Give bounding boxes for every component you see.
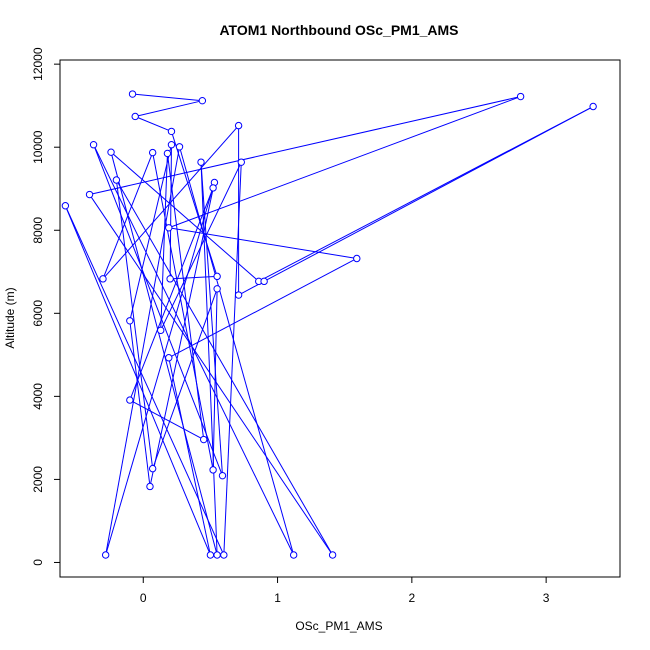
x-tick-label: 3 — [543, 591, 550, 605]
data-point — [165, 354, 173, 362]
data-point — [61, 202, 70, 210]
x-axis-label: OSc_PM1_AMS — [295, 619, 382, 633]
y-tick-label: 12000 — [31, 47, 45, 81]
data-point — [126, 317, 134, 325]
data-point — [101, 551, 110, 559]
data-point — [213, 272, 221, 281]
data-point — [157, 326, 165, 335]
series-segment — [129, 399, 204, 440]
data-point — [289, 551, 298, 559]
series-segment — [179, 146, 295, 556]
data-point — [148, 148, 157, 157]
data-point — [85, 190, 94, 199]
y-tick-label: 8000 — [31, 217, 45, 244]
series-segment — [160, 153, 168, 331]
y-tick-label: 2000 — [31, 466, 45, 493]
data-point — [165, 224, 173, 232]
data-point — [353, 254, 361, 263]
series-segment — [168, 258, 358, 359]
series-segment — [110, 152, 218, 556]
y-tick-label: 10000 — [31, 130, 45, 164]
series-segment — [160, 161, 242, 331]
data-point — [126, 396, 134, 404]
data-point — [209, 466, 217, 474]
data-point — [107, 148, 115, 156]
y-tick-label: 0 — [31, 559, 45, 566]
data-point — [199, 435, 208, 444]
data-point — [218, 471, 227, 480]
series-segment — [105, 182, 215, 556]
series-segment — [132, 93, 203, 102]
data-point — [328, 551, 337, 559]
data-point — [146, 482, 154, 491]
series-segment — [166, 153, 205, 440]
x-tick-label: 2 — [409, 591, 416, 605]
data-point — [128, 90, 137, 98]
data-point — [175, 143, 184, 151]
data-point — [99, 275, 107, 283]
data-point — [167, 127, 176, 136]
data-point — [516, 92, 525, 101]
data-point — [166, 275, 174, 283]
y-tick-label: 4000 — [31, 383, 45, 410]
series-segment — [135, 116, 172, 132]
series-segment — [129, 144, 172, 321]
series-segment — [102, 152, 154, 280]
series-segment — [115, 179, 154, 469]
y-axis: 0 2000 4000 6000 8000 10000 12000 — [31, 47, 61, 566]
x-tick-label: 0 — [140, 591, 147, 605]
data-point — [206, 551, 215, 559]
series-segment — [168, 227, 357, 259]
series-segment — [152, 288, 218, 469]
series-segment — [110, 151, 260, 282]
chart-title: ATOM1 Northbound OSc_PM1_AMS — [219, 22, 458, 38]
x-axis: 0 1 2 3 — [140, 576, 550, 605]
data-point — [209, 184, 217, 192]
series-segment — [115, 179, 334, 556]
series-segment — [89, 194, 334, 556]
series-segment — [135, 100, 203, 117]
data-point — [589, 102, 597, 111]
data-point — [213, 551, 221, 559]
data-point — [89, 141, 98, 149]
x-tick-label: 1 — [274, 591, 281, 605]
series-segment — [129, 320, 151, 487]
data-point — [167, 141, 176, 149]
data-point — [237, 158, 245, 166]
series-segment — [64, 205, 225, 556]
data-point — [112, 176, 121, 184]
data-point — [131, 112, 139, 121]
data-point — [213, 285, 221, 293]
series-segment — [89, 96, 521, 196]
series-segment — [168, 357, 211, 556]
series-line — [64, 93, 594, 556]
data-point — [260, 277, 268, 286]
data-point — [234, 291, 243, 299]
series-points — [61, 90, 597, 559]
series-segment — [200, 162, 218, 556]
data-point — [197, 158, 205, 166]
data-point — [163, 149, 172, 158]
series-segment — [223, 162, 242, 556]
data-point — [220, 551, 228, 559]
series-segment — [168, 96, 521, 229]
series-segment — [129, 187, 214, 401]
data-point — [234, 121, 243, 130]
series-segment — [152, 152, 214, 470]
series-segment — [105, 146, 181, 556]
y-tick-label: 6000 — [31, 300, 45, 327]
y-axis-label: Altitude (m) — [3, 287, 17, 348]
data-point — [148, 464, 157, 473]
series-segment — [169, 144, 172, 279]
series-segment — [212, 288, 218, 470]
series-segment — [263, 106, 594, 282]
data-point — [198, 96, 207, 105]
